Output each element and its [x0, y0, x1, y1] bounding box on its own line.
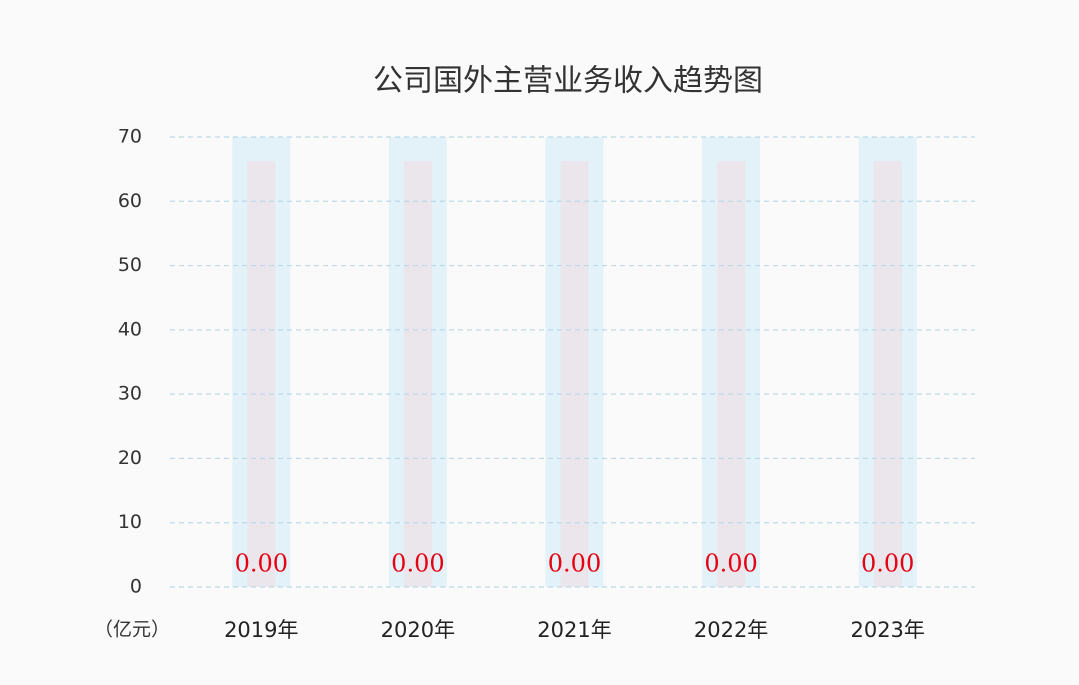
y-tick-label: 40	[118, 318, 142, 340]
y-axis-label: （亿元）	[94, 619, 170, 641]
y-tick-label: 0	[130, 576, 142, 598]
chart-title: 公司国外主营业务收入趋势图	[373, 64, 763, 99]
bar-shadow	[873, 161, 902, 587]
y-tick-label: 10	[118, 511, 142, 533]
value-label: 0.00	[704, 550, 757, 578]
y-tick-label: 70	[118, 126, 142, 148]
x-tick-label: 2021年	[537, 618, 611, 642]
y-tick-label: 20	[118, 447, 142, 469]
value-label: 0.00	[548, 550, 601, 578]
x-tick-label: 2022年	[694, 618, 768, 642]
bar-shadow	[403, 161, 432, 587]
bar-shadow	[247, 161, 276, 587]
x-tick-label: 2020年	[381, 618, 455, 642]
value-label: 0.00	[235, 550, 288, 578]
y-tick-label: 50	[118, 254, 142, 276]
x-tick-label: 2023年	[850, 618, 924, 642]
x-tick-label: 2019年	[224, 618, 298, 642]
value-label: 0.00	[861, 550, 914, 578]
y-tick-label: 30	[118, 383, 142, 405]
value-label: 0.00	[391, 550, 444, 578]
y-tick-label: 60	[118, 190, 142, 212]
bar-shadow	[717, 161, 746, 587]
bar-shadow	[560, 161, 589, 587]
